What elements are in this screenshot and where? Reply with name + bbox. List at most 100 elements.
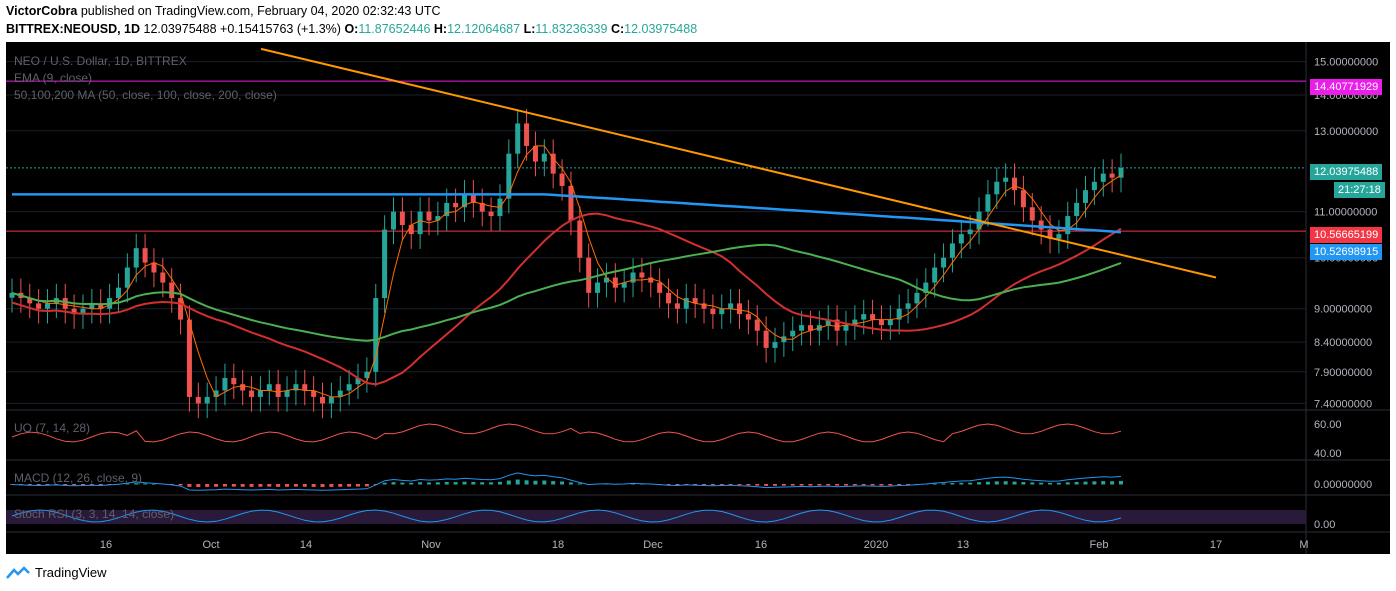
macd-histogram-bar: [276, 484, 281, 487]
macd-histogram-bar: [134, 483, 139, 485]
price-tick-label: 7.90000000: [1314, 367, 1372, 379]
candle-body: [444, 202, 450, 217]
ma200-tag: 10.52698915: [1310, 244, 1383, 260]
tradingview-footer[interactable]: TradingView: [6, 565, 107, 580]
candle-body: [470, 194, 476, 203]
candle-body: [612, 277, 618, 288]
low-value: 11.83236339: [535, 22, 608, 36]
macd-histogram-bar: [1083, 481, 1088, 485]
resistance-tag: 14.40771929: [1310, 79, 1383, 95]
macd-histogram-bar: [941, 483, 946, 485]
macd-histogram-bar: [799, 484, 804, 486]
candle-body: [985, 194, 991, 212]
legend-uo: UO (7, 14, 28): [14, 421, 91, 435]
high-value: 12.12064687: [447, 22, 521, 36]
candle-body: [515, 123, 521, 154]
x-tick-label: 13: [957, 539, 969, 551]
candle-body: [266, 384, 272, 391]
candle-body: [595, 282, 601, 293]
macd-histogram-bar: [338, 484, 343, 487]
macd-histogram-bar: [781, 484, 786, 486]
candle-body: [89, 303, 95, 309]
candle-body: [541, 153, 547, 162]
x-tick-label: 16: [755, 539, 767, 551]
candle-body: [524, 123, 530, 146]
uo-tick-label: 60.00: [1314, 419, 1342, 431]
candle-body: [1038, 220, 1044, 230]
candle-body: [701, 303, 707, 309]
macd-histogram-bar: [959, 482, 964, 485]
footer-brand: TradingView: [35, 565, 107, 580]
macd-histogram-bar: [267, 484, 272, 487]
macd-histogram-bar: [214, 484, 219, 487]
macd-histogram-bar: [125, 483, 130, 485]
macd-histogram-bar: [435, 482, 440, 485]
candle-body: [124, 267, 130, 288]
macd-histogram-bar: [489, 482, 494, 485]
macd-histogram-bar: [10, 484, 14, 485]
ma100-line: [11, 243, 1122, 342]
last-price: 12.03975488: [143, 22, 217, 36]
macd-histogram-bar: [1119, 480, 1123, 485]
candle-body: [399, 211, 405, 226]
x-tick-label: 17: [1210, 539, 1222, 551]
macd-histogram-bar: [737, 484, 742, 486]
candle-body: [949, 243, 955, 258]
candle-body: [44, 303, 50, 309]
candle-body: [133, 248, 139, 268]
candle-body: [320, 396, 326, 404]
candle-body: [364, 371, 370, 378]
macd-histogram-bar: [249, 484, 254, 487]
candle-body: [674, 303, 680, 309]
macd-histogram-bar: [985, 481, 990, 485]
candle-body: [195, 396, 201, 404]
macd-histogram-bar: [817, 484, 822, 486]
chart-svg[interactable]: 15.0000000014.0000000013.0000000011.0000…: [6, 42, 1390, 554]
candle-body: [408, 225, 414, 235]
candle-body: [932, 267, 938, 283]
candle-body: [346, 384, 352, 391]
candle-body: [355, 377, 361, 385]
candle-body: [861, 314, 867, 320]
price-tick-label: 8.40000000: [1314, 337, 1372, 349]
macd-tick-label: 0.00000000: [1314, 479, 1372, 491]
x-tick-label: 14: [300, 539, 312, 551]
macd-histogram-bar: [187, 484, 192, 487]
legend-title: NEO / U.S. Dollar, 1D, BITTREX: [14, 54, 187, 68]
candle-body: [1074, 202, 1080, 217]
candle-body: [577, 220, 583, 258]
author-name[interactable]: VictorCobra: [6, 4, 78, 18]
macd-histogram-bar: [89, 484, 94, 485]
candle-body: [1109, 173, 1115, 178]
uo-tick-label: 40.00: [1314, 448, 1342, 460]
candle-body: [204, 396, 210, 404]
candle-body: [825, 319, 831, 326]
x-tick-label: M: [1299, 539, 1308, 551]
macd-histogram-bar: [80, 484, 85, 486]
macd-histogram-bar: [675, 484, 680, 486]
macd-histogram-bar: [631, 483, 636, 485]
price-tick-label: 7.40000000: [1314, 398, 1372, 410]
candle-body: [1012, 177, 1018, 191]
candle-body: [941, 257, 947, 268]
candle-body: [958, 234, 964, 244]
macd-histogram-bar: [1092, 481, 1097, 485]
candle-body: [657, 282, 663, 293]
candle-body: [373, 298, 379, 372]
x-tick-label: Nov: [421, 539, 441, 551]
candle-body: [603, 277, 609, 283]
macd-histogram-bar: [72, 484, 77, 486]
macd-histogram-bar: [551, 481, 556, 485]
macd-histogram-bar: [1039, 482, 1044, 485]
macd-histogram-bar: [231, 484, 236, 487]
macd-line: [11, 472, 1122, 491]
candle-body: [160, 272, 166, 283]
chart-area[interactable]: 15.00000000 14.00000000 13.00000000 11.0000…: [6, 42, 1390, 554]
candle-body: [115, 287, 121, 299]
legend-ema: EMA (9, close): [14, 71, 93, 85]
macd-histogram-bar: [932, 483, 937, 485]
macd-histogram-bar: [45, 484, 50, 485]
macd-histogram-bar: [329, 484, 334, 487]
candle-body: [763, 330, 769, 348]
candle-body: [382, 229, 388, 299]
